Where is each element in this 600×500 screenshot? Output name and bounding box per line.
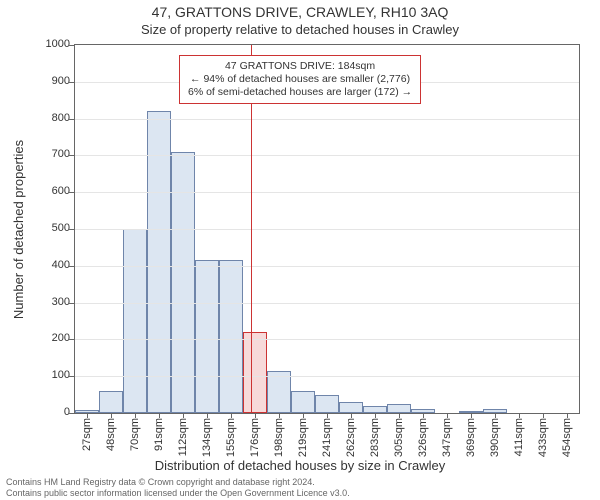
y-tick-label: 0	[30, 406, 70, 418]
y-tick-label: 900	[30, 75, 70, 87]
y-tick-label: 700	[30, 148, 70, 160]
attribution-footer: Contains HM Land Registry data © Crown c…	[6, 477, 350, 498]
y-tick-mark	[68, 266, 74, 267]
gridline	[75, 192, 579, 193]
bar	[459, 411, 483, 413]
bar	[339, 402, 363, 413]
y-tick-mark	[68, 155, 74, 156]
y-tick-mark	[68, 303, 74, 304]
x-tick-label: 48sqm	[105, 418, 117, 451]
y-tick-label: 300	[30, 296, 70, 308]
bar	[123, 229, 147, 413]
x-tick-label: 91sqm	[153, 418, 165, 451]
gridline	[75, 229, 579, 230]
x-tick-label: 390sqm	[489, 418, 501, 457]
footer-line-1: Contains HM Land Registry data © Crown c…	[6, 477, 350, 487]
y-tick-mark	[68, 229, 74, 230]
x-tick-label: 198sqm	[273, 418, 285, 457]
x-tick-label: 305sqm	[393, 418, 405, 457]
y-tick-label: 100	[30, 369, 70, 381]
footer-line-2: Contains public sector information licen…	[6, 488, 350, 498]
bar	[315, 395, 339, 413]
x-tick-label: 411sqm	[513, 418, 525, 456]
gridline	[75, 266, 579, 267]
gridline	[75, 376, 579, 377]
bar	[363, 406, 387, 413]
y-tick-mark	[68, 119, 74, 120]
y-tick-label: 1000	[30, 38, 70, 50]
chart-title: Size of property relative to detached ho…	[0, 22, 600, 37]
callout-line-2: ← 94% of detached houses are smaller (2,…	[188, 73, 412, 86]
x-tick-label: 326sqm	[417, 418, 429, 457]
x-tick-label: 219sqm	[297, 418, 309, 457]
x-tick-label: 70sqm	[129, 418, 141, 451]
y-tick-label: 200	[30, 332, 70, 344]
bar-highlight	[243, 332, 267, 413]
x-tick-label: 176sqm	[249, 418, 261, 457]
gridline	[75, 303, 579, 304]
y-tick-mark	[68, 413, 74, 414]
x-tick-label: 454sqm	[561, 418, 573, 457]
bar	[411, 409, 435, 413]
x-tick-label: 369sqm	[465, 418, 477, 457]
gridline	[75, 155, 579, 156]
bar	[387, 404, 411, 413]
plot-area: 47 GRATTONS DRIVE: 184sqm← 94% of detach…	[74, 44, 580, 414]
x-tick-label: 262sqm	[345, 418, 357, 457]
bar	[147, 111, 171, 413]
y-tick-label: 800	[30, 112, 70, 124]
x-axis-label: Distribution of detached houses by size …	[0, 458, 600, 473]
y-tick-label: 600	[30, 185, 70, 197]
y-tick-mark	[68, 192, 74, 193]
x-tick-label: 134sqm	[201, 418, 213, 457]
x-tick-label: 241sqm	[321, 418, 333, 457]
bar	[75, 410, 99, 413]
page-address-title: 47, GRATTONS DRIVE, CRAWLEY, RH10 3AQ	[0, 4, 600, 20]
bar	[483, 409, 507, 413]
gridline	[75, 339, 579, 340]
x-tick-label: 112sqm	[177, 418, 189, 456]
y-tick-mark	[68, 45, 74, 46]
bar	[171, 152, 195, 413]
callout-box: 47 GRATTONS DRIVE: 184sqm← 94% of detach…	[179, 55, 421, 104]
x-tick-label: 347sqm	[441, 418, 453, 457]
bar	[219, 260, 243, 413]
y-tick-mark	[68, 82, 74, 83]
bar	[195, 260, 219, 413]
y-tick-label: 500	[30, 222, 70, 234]
x-tick-label: 27sqm	[81, 418, 93, 451]
bar	[99, 391, 123, 413]
x-tick-label: 155sqm	[225, 418, 237, 457]
y-axis-label: Number of detached properties	[12, 139, 27, 318]
callout-line-3: 6% of semi-detached houses are larger (1…	[188, 86, 412, 99]
y-tick-label: 400	[30, 259, 70, 271]
gridline	[75, 119, 579, 120]
y-tick-mark	[68, 376, 74, 377]
x-tick-label: 283sqm	[369, 418, 381, 457]
bar	[291, 391, 315, 413]
y-tick-mark	[68, 339, 74, 340]
x-tick-label: 433sqm	[537, 418, 549, 457]
callout-line-1: 47 GRATTONS DRIVE: 184sqm	[188, 60, 412, 73]
y-axis-label-wrap: Number of detached properties	[10, 44, 28, 414]
chart-container: 47, GRATTONS DRIVE, CRAWLEY, RH10 3AQ Si…	[0, 0, 600, 500]
